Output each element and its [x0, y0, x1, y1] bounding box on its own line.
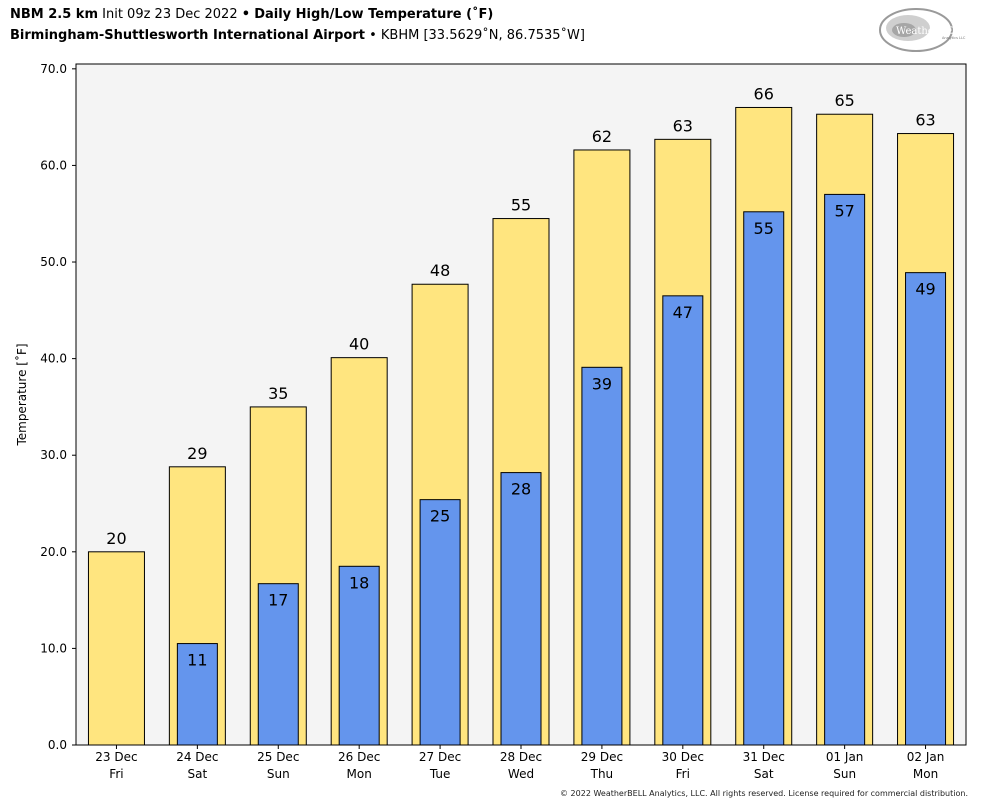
x-tick-label-weekday: Sun — [267, 767, 290, 781]
init-time: Init 09z 23 Dec 2022 — [102, 7, 238, 22]
low-value-label: 11 — [187, 651, 207, 670]
high-value-label: 55 — [511, 196, 531, 215]
high-value-label: 29 — [187, 444, 207, 463]
y-tick-label: 60.0 — [40, 158, 67, 172]
high-value-label: 66 — [754, 84, 774, 103]
title-bullet: • — [241, 7, 251, 22]
x-tick-label-weekday: Fri — [676, 767, 690, 781]
high-value-label: 48 — [430, 261, 450, 280]
x-tick-label-date: 26 Dec — [338, 750, 380, 764]
x-tick-label-weekday: Fri — [109, 767, 123, 781]
x-tick-label-date: 29 Dec — [581, 750, 623, 764]
y-tick-label: 30.0 — [40, 448, 67, 462]
product-title: Daily High/Low Temperature (˚F) — [254, 7, 494, 22]
low-bar — [581, 366, 623, 746]
low-bar — [257, 583, 299, 746]
x-tick-label-date: 23 Dec — [95, 750, 137, 764]
plot-frame — [75, 63, 967, 746]
y-axis-label: Temperature [˚F] — [14, 343, 29, 446]
low-value-label: 17 — [268, 591, 288, 610]
x-tick-label-weekday: Tue — [429, 767, 451, 781]
x-tick-label-weekday: Wed — [508, 767, 534, 781]
low-value-label: 57 — [834, 201, 854, 220]
title-bullet-2: • — [369, 28, 377, 43]
low-value-label: 18 — [349, 573, 369, 592]
x-tick-label-weekday: Sun — [833, 767, 856, 781]
low-value-label: 47 — [673, 303, 693, 322]
x-tick-label-weekday: Thu — [590, 767, 614, 781]
high-bar — [87, 551, 145, 746]
logo-text: WeatherBELL — [896, 26, 967, 37]
x-tick-label-date: 30 Dec — [662, 750, 704, 764]
y-tick-label: 10.0 — [40, 641, 67, 655]
high-value-label: 65 — [834, 91, 854, 110]
x-tick-label-weekday: Sat — [188, 767, 208, 781]
low-bar — [419, 499, 461, 746]
x-tick-label-weekday: Sat — [754, 767, 774, 781]
x-tick-label-date: 31 Dec — [743, 750, 785, 764]
station-info: KBHM [33.5629˚N, 86.7535˚W] — [380, 28, 585, 43]
x-tick-label-date: 27 Dec — [419, 750, 461, 764]
low-value-label: 55 — [754, 219, 774, 238]
low-bar — [338, 565, 380, 746]
model-name: NBM 2.5 km — [10, 7, 98, 22]
high-value-label: 40 — [349, 335, 369, 354]
title-line-2: Birmingham-Shuttlesworth International A… — [10, 28, 585, 43]
low-bar — [824, 193, 866, 746]
copyright-notice: © 2022 WeatherBELL Analytics, LLC. All r… — [560, 789, 968, 798]
y-tick-label: 40.0 — [40, 352, 67, 366]
y-tick-label: 50.0 — [40, 255, 67, 269]
x-tick-label-date: 25 Dec — [257, 750, 299, 764]
high-value-label: 62 — [592, 127, 612, 146]
low-bar — [500, 472, 542, 746]
x-tick-label-date: 28 Dec — [500, 750, 542, 764]
title-line-1: NBM 2.5 km Init 09z 23 Dec 2022 • Daily … — [10, 7, 493, 22]
x-tick-label-date: 02 Jan — [907, 750, 945, 764]
low-value-label: 39 — [592, 374, 612, 393]
x-tick-label-date: 01 Jan — [826, 750, 864, 764]
low-bar — [743, 211, 785, 746]
high-value-label: 63 — [915, 111, 935, 130]
low-value-label: 25 — [430, 507, 450, 526]
y-tick-label: 70.0 — [40, 62, 67, 76]
x-tick-label-date: 24 Dec — [176, 750, 218, 764]
low-value-label: 28 — [511, 480, 531, 499]
low-value-label: 49 — [915, 280, 935, 299]
axes-layer: 23 Dec Fri 24 Dec Sat 25 Dec Sun 26 Dec Mon 27 D… — [40, 62, 967, 781]
y-tick-label: 0.0 — [48, 738, 67, 752]
logo-subtext: Analytics LLC — [942, 36, 966, 40]
low-bar — [905, 272, 947, 746]
high-value-label: 63 — [673, 116, 693, 135]
x-tick-label-weekday: Mon — [913, 767, 938, 781]
x-tick-label-weekday: Mon — [347, 767, 372, 781]
low-bar — [662, 295, 704, 746]
high-value-label: 35 — [268, 384, 288, 403]
high-value-label: 20 — [106, 529, 126, 548]
y-tick-label: 20.0 — [40, 545, 67, 559]
bars-layer: 20 29 11 35 17 40 18 48 25 55 28 62 39 63 47 66 55 65 57 63… — [87, 84, 955, 746]
weatherbell-logo: WeatherBELL Analytics LLC — [879, 8, 967, 52]
station-name: Birmingham-Shuttlesworth International A… — [10, 28, 365, 43]
